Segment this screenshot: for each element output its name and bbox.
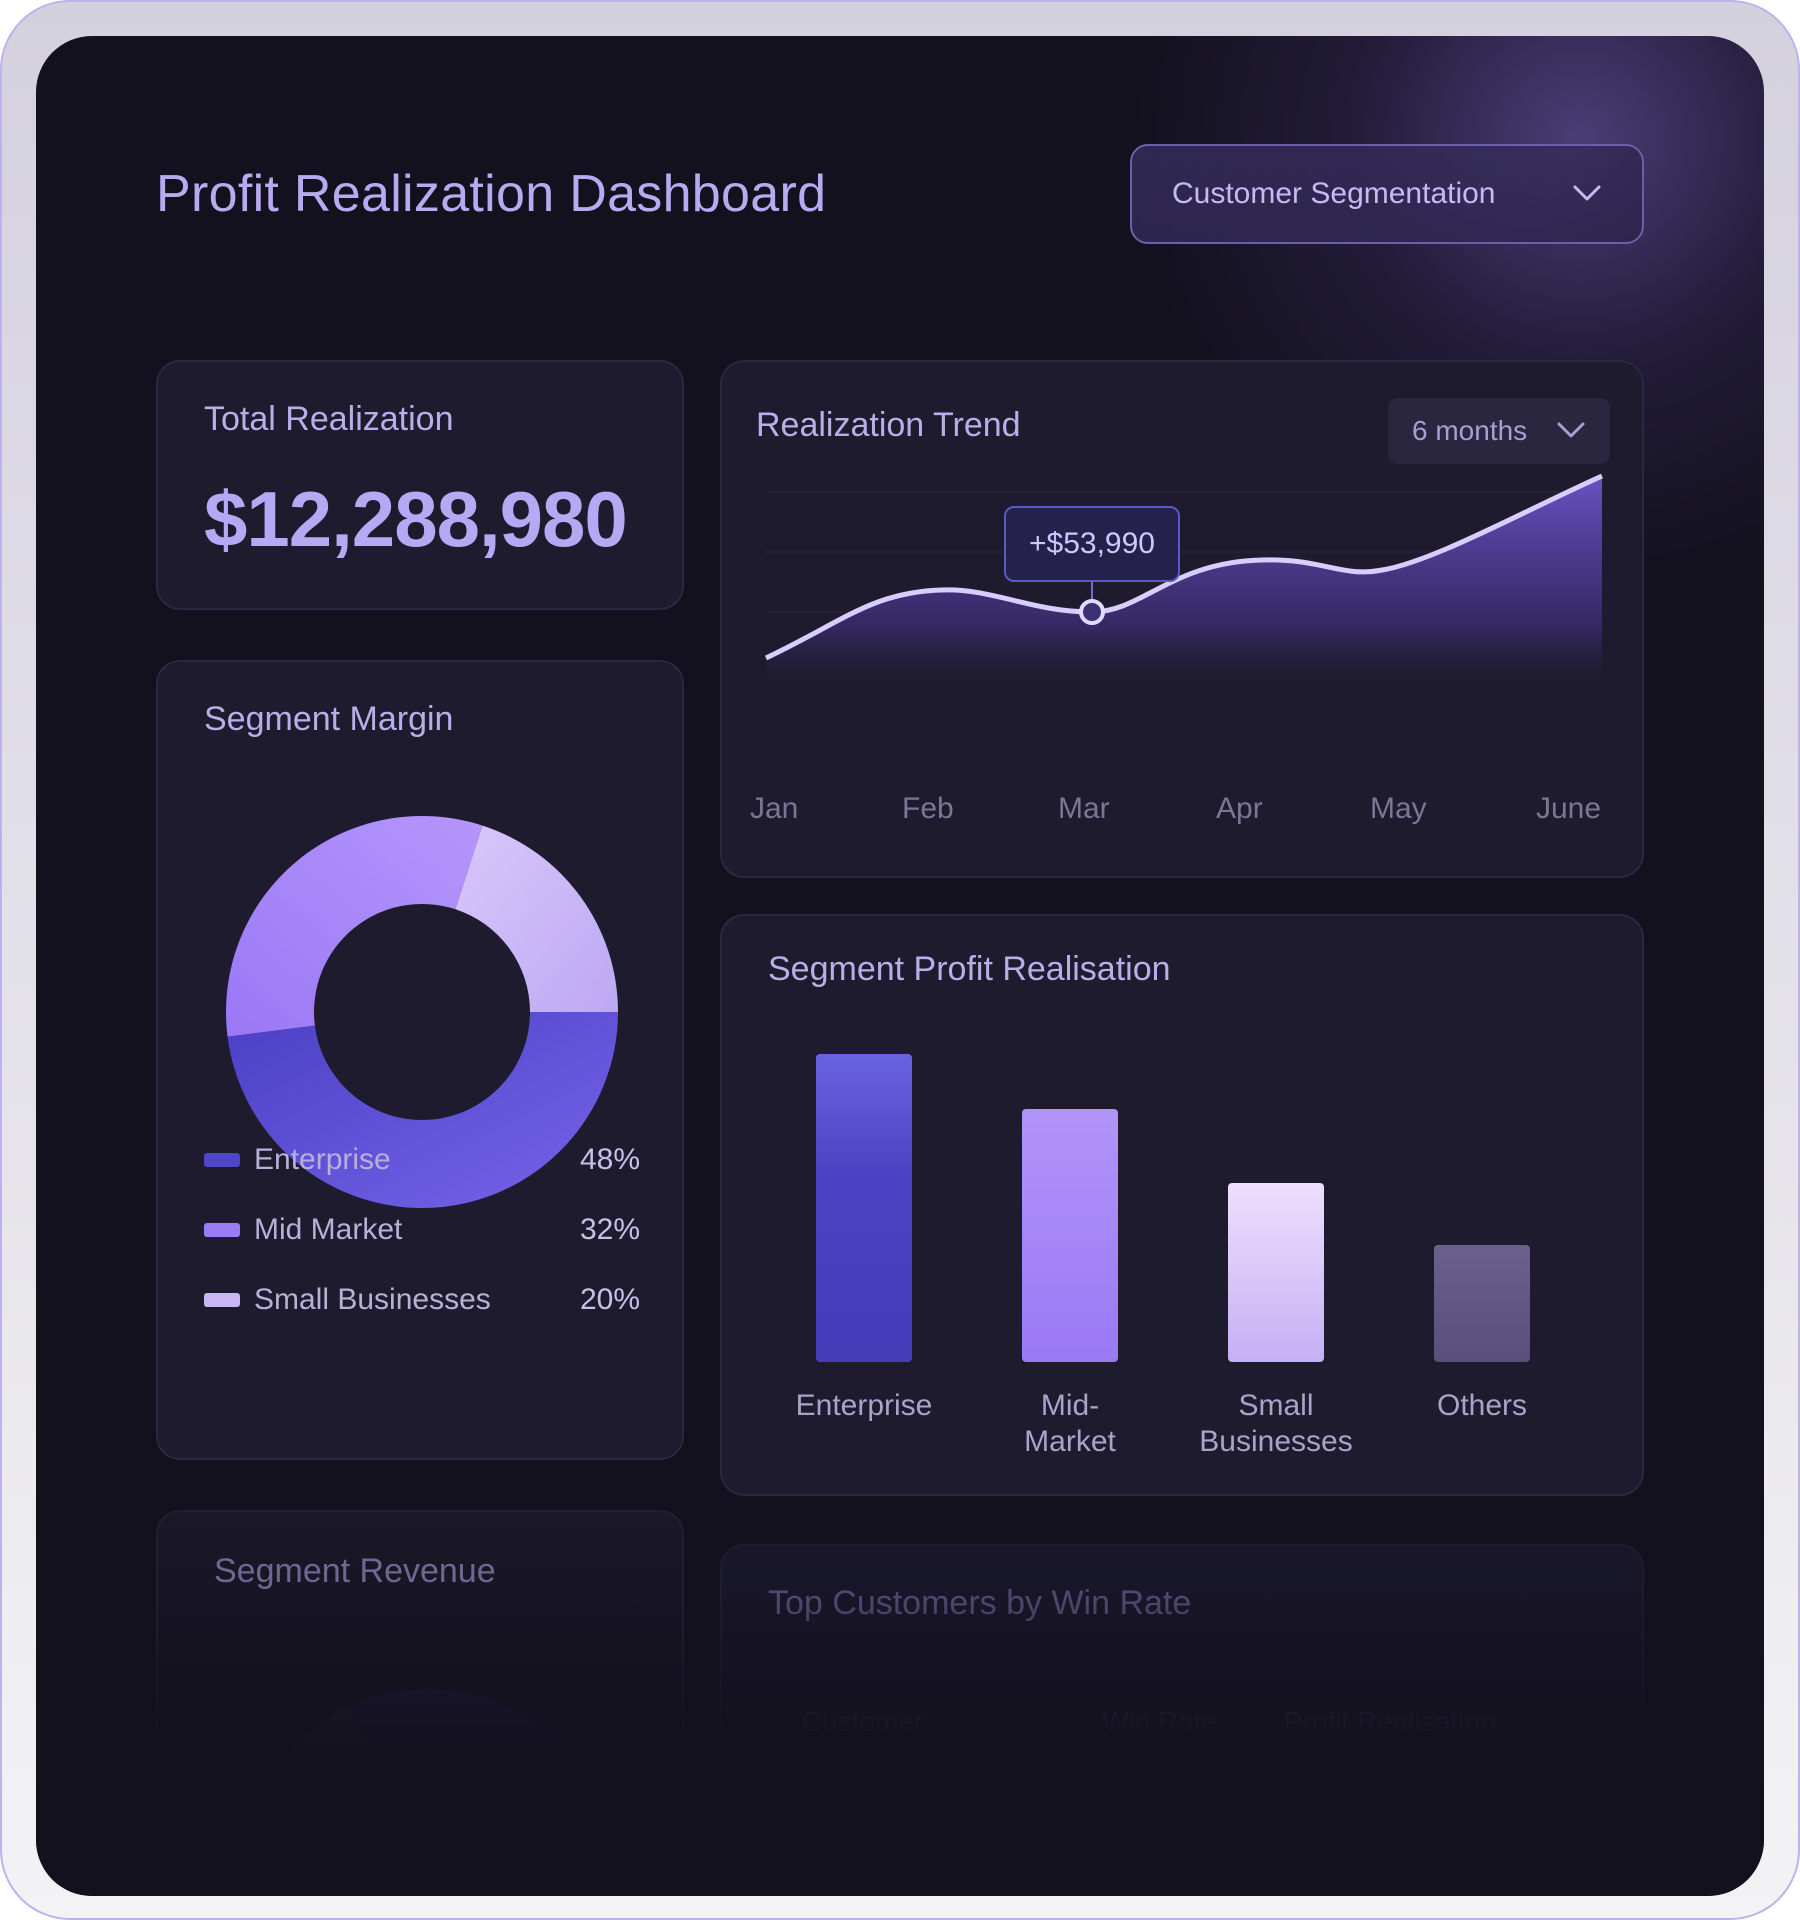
bar-label-line: Enterprise: [795, 1389, 933, 1422]
legend-value: 20%: [579, 1283, 640, 1316]
bar-label-enterprise: Enterprise: [774, 1388, 954, 1424]
range-dropdown[interactable]: 6 months: [1388, 398, 1610, 464]
trend-line: [764, 473, 1604, 661]
bar-label-line: Market: [1024, 1425, 1116, 1458]
bar-label-line: Businesses: [1199, 1425, 1353, 1458]
column-header-win-rate: Win Rate: [1102, 1706, 1218, 1737]
total-realization-title: Total Realization: [204, 400, 454, 438]
top-customers-title: Top Customers by Win Rate: [768, 1584, 1192, 1622]
legend-item-small-businesses: Small Businesses 20%: [204, 1280, 640, 1320]
donut-slice-small-businesses: [455, 825, 618, 1012]
legend-item-mid-market: Mid Market 32%: [204, 1210, 640, 1250]
chevron-down-icon: [1572, 177, 1602, 211]
column-header-profit-realisation: Profit Realisation: [1284, 1706, 1496, 1737]
x-tick-label: Jan: [750, 792, 799, 825]
legend-swatch: [204, 1293, 240, 1307]
x-tick-label: May: [1370, 792, 1427, 825]
top-customers-card: Top Customers by Win Rate Customer Win R…: [720, 1544, 1644, 1896]
dashboard-screen: Profit Realization Dashboard Customer Se…: [36, 36, 1764, 1896]
bar-enterprise: [816, 1054, 912, 1362]
segment-profit-title: Segment Profit Realisation: [768, 950, 1171, 988]
total-realization-amount: $12,288,980: [204, 475, 628, 563]
bar-mid-market: [1022, 1109, 1118, 1362]
donut-slice-mid-market: [226, 816, 483, 1037]
x-tick-label: June: [1536, 792, 1602, 825]
bar-small-businesses: [1228, 1183, 1324, 1362]
highlight-point: [1079, 599, 1105, 625]
segment-margin-title: Segment Margin: [204, 700, 454, 738]
total-realization-card: Total Realization $12,288,980: [156, 360, 684, 610]
column-header-customer: Customer: [802, 1706, 924, 1737]
legend-item-enterprise: Enterprise 48%: [204, 1140, 640, 1180]
x-tick-label: Feb: [902, 792, 954, 825]
legend-value: 48%: [579, 1143, 640, 1176]
legend-value: 32%: [579, 1213, 640, 1246]
segment-margin-donut: [226, 816, 618, 1208]
range-dropdown-label: 6 months: [1412, 415, 1528, 446]
segment-revenue-pie: [238, 1689, 618, 1882]
bar-label-line: Mid-: [1040, 1389, 1100, 1422]
x-tick-label: Apr: [1216, 792, 1263, 825]
segment-revenue-title: Segment Revenue: [214, 1552, 496, 1590]
realization-trend-title: Realization Trend: [756, 406, 1021, 444]
segmentation-dropdown-label: Customer Segmentation: [1172, 177, 1496, 210]
donut-slice-enterprise: [227, 1012, 618, 1208]
bar-label-line: Small: [1238, 1389, 1314, 1422]
legend-swatch: [204, 1223, 240, 1237]
bar-label-others: Others: [1392, 1388, 1572, 1424]
realization-trend-chart: [764, 473, 1604, 692]
segment-margin-card: Segment Margin Enterprise 48% Mid Market: [156, 660, 684, 1460]
bar-label-small-businesses: Small Businesses: [1186, 1388, 1366, 1460]
chevron-down-icon: [1556, 415, 1586, 447]
page-title: Profit Realization Dashboard: [156, 165, 827, 223]
segment-revenue-card: Segment Revenue: [156, 1510, 684, 1896]
trend-tooltip: +$53,990: [1004, 506, 1180, 582]
trend-area: [766, 476, 1602, 692]
bar-label-mid-market: Mid- Market: [980, 1388, 1160, 1460]
legend-label: Small Businesses: [254, 1283, 491, 1316]
segmentation-dropdown[interactable]: Customer Segmentation: [1130, 144, 1644, 244]
legend-swatch: [204, 1153, 240, 1167]
segment-profit-card: Segment Profit Realisation Enterprise Mi…: [720, 914, 1644, 1496]
x-tick-label: Mar: [1058, 792, 1110, 825]
legend-label: Mid Market: [254, 1213, 403, 1246]
legend-label: Enterprise: [254, 1143, 391, 1176]
bar-others: [1434, 1244, 1530, 1362]
realization-trend-card: Realization Trend 6 months: [720, 360, 1644, 878]
bar-label-line: Others: [1436, 1389, 1528, 1422]
